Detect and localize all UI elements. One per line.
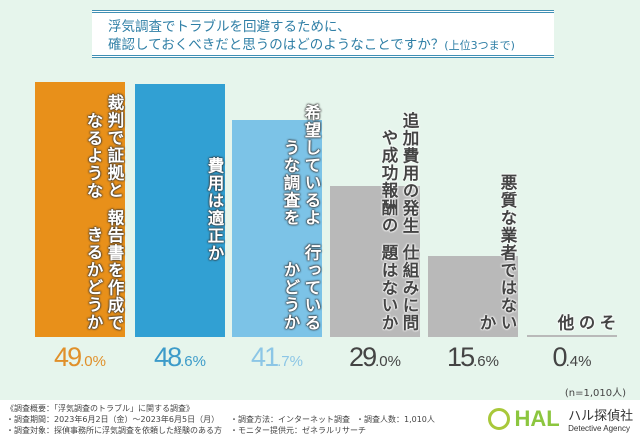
category-label: その他 (527, 298, 617, 332)
logo-mark: HAL (514, 406, 560, 431)
bar (35, 82, 125, 337)
category-label: 希望しているような調査を行っているかどうか (232, 88, 322, 331)
title-line-2: 確認しておくべきだと思うのはどのようなことですか？ (108, 37, 445, 53)
category-label-line: 費用は適正か (205, 157, 224, 262)
survey-period: ・調査期間：2023年6月2日（金）～2023年6月5日（月） (6, 415, 220, 424)
bar (428, 255, 518, 337)
value-label: 15.6% (447, 342, 499, 372)
title-line-1: 浮気調査でトラブルを回避するために、 (108, 19, 351, 35)
survey-provider: ・モニター提供元：ゼネラルリサーチ (230, 426, 366, 435)
value-label: 0.4% (552, 342, 592, 372)
category-label-line: 仕組みに問題はないか (379, 243, 419, 332)
category-label-line: 報告書を作成できるかどうか (84, 208, 124, 332)
footer: 《調査概要：「浮気調査のトラブル」に関する調査》 ・調査期間：2023年6月2日… (0, 400, 640, 443)
chart-title: 浮気調査でトラブルを回避するために、 確認しておくべきだと思うのはどのようなこと… (92, 10, 554, 58)
title-note: (上位3つまで) (444, 39, 515, 52)
category-label-line: 裁判で証拠となるような (84, 94, 124, 200)
category-label: 悪質な業者ではないか (428, 160, 518, 332)
value-label: 41.7% (251, 342, 303, 372)
survey-method: ・調査方法：インターネット調査 (230, 415, 350, 424)
bar (135, 84, 225, 337)
logo-sub: Detective Agency (568, 424, 630, 433)
bar (527, 334, 617, 337)
value-label: 48.6% (154, 342, 206, 372)
bar (232, 119, 322, 337)
bar (330, 186, 420, 337)
category-label-line: 追加費用の発生や成功報酬の (379, 111, 419, 235)
logo-icon (488, 408, 510, 430)
category-label-line: 希望しているような調査を (281, 104, 321, 227)
category-label: 費用は適正か (135, 88, 225, 331)
value-label: 49.0% (54, 342, 106, 372)
category-label-line: その他 (555, 313, 616, 332)
category-label-line: 悪質な業者ではないか (477, 173, 517, 332)
survey-target: ・調査対象：探偵事務所に浮気調査を依頼した経験のある方 (6, 426, 222, 435)
survey-count: ・調査人数：1,010人 (356, 415, 435, 424)
sample-size: (n=1,010人) (564, 388, 626, 399)
survey-heading: 《調査概要：「浮気調査のトラブル」に関する調査》 (6, 404, 194, 413)
logo-name: ハル探偵社 (568, 408, 634, 423)
logo: HAL ハル探偵社 Detective Agency (488, 405, 633, 433)
category-label-line: 行っているかどうか (281, 243, 321, 332)
category-label: 裁判で証拠となるような報告書を作成できるかどうか (35, 88, 125, 331)
value-label: 29.0% (349, 342, 401, 372)
category-label: 追加費用の発生や成功報酬の仕組みに問題はないか (330, 108, 420, 331)
